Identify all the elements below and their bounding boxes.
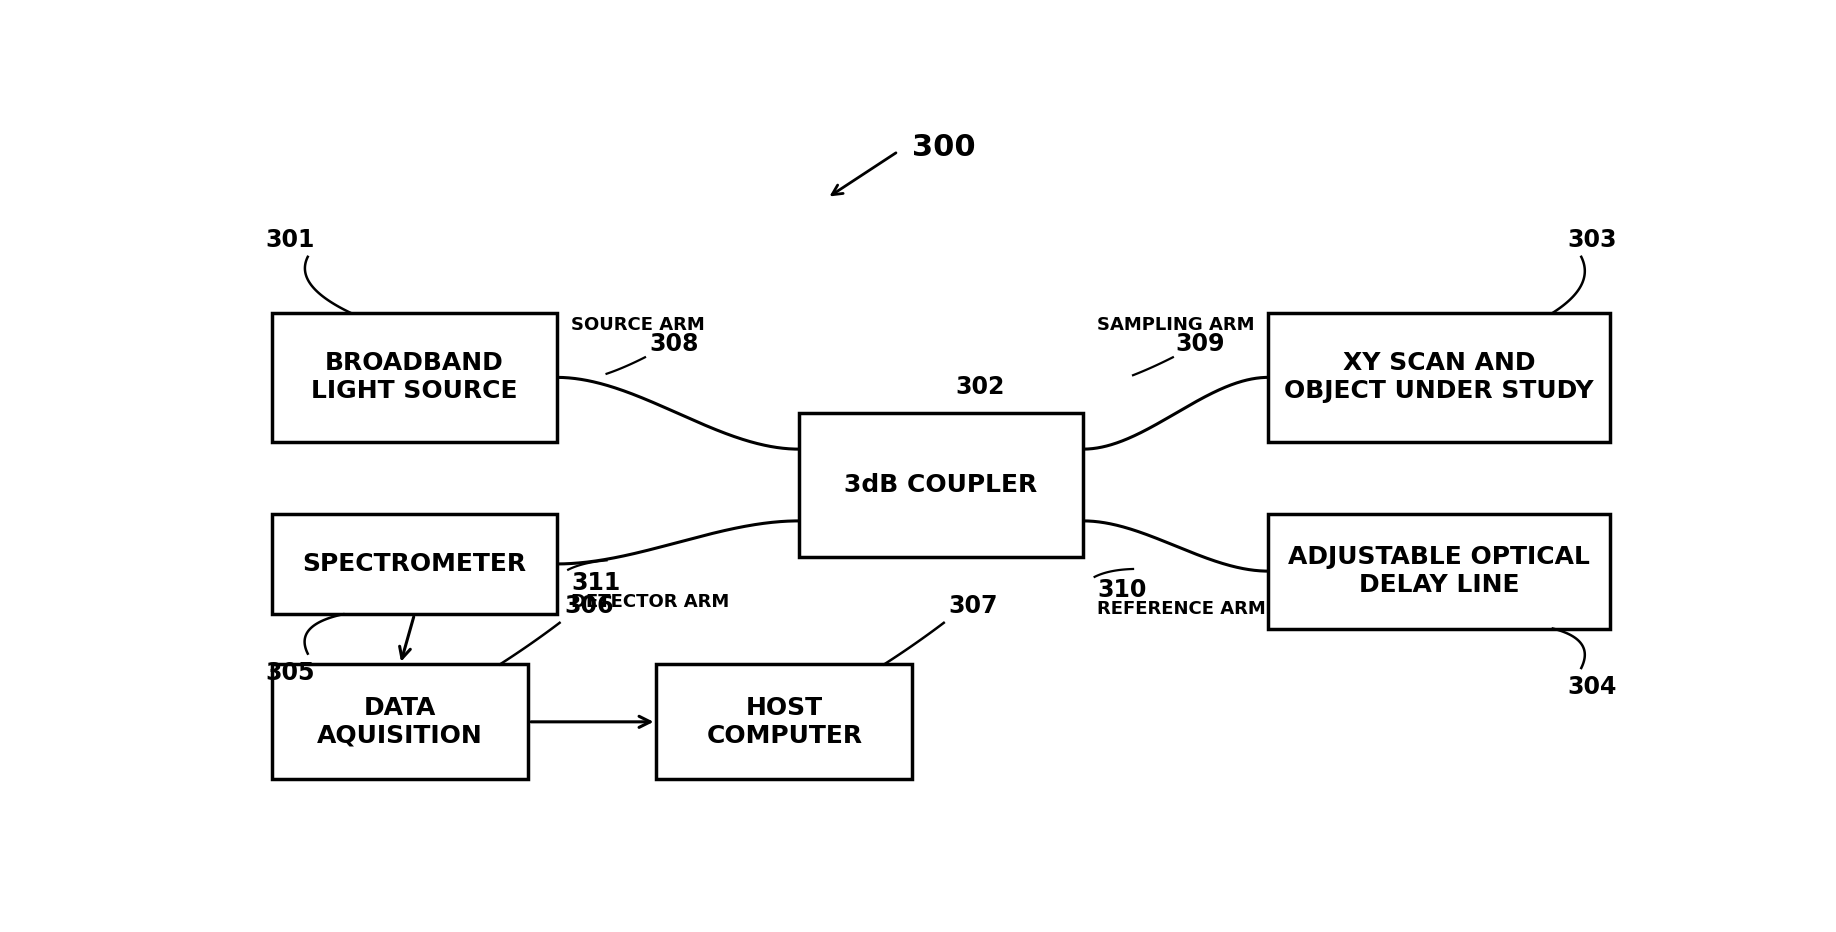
Text: 301: 301: [264, 227, 314, 252]
Text: BROADBAND
LIGHT SOURCE: BROADBAND LIGHT SOURCE: [312, 351, 518, 404]
Text: 3dB COUPLER: 3dB COUPLER: [845, 473, 1037, 497]
Text: 308: 308: [650, 332, 700, 356]
Text: DATA
AQUISITION: DATA AQUISITION: [318, 696, 483, 747]
Text: XY SCAN AND
OBJECT UNDER STUDY: XY SCAN AND OBJECT UNDER STUDY: [1283, 351, 1594, 404]
Text: 300: 300: [912, 133, 977, 162]
FancyBboxPatch shape: [272, 514, 556, 614]
Text: 309: 309: [1175, 332, 1225, 356]
Text: SOURCE ARM: SOURCE ARM: [571, 316, 705, 335]
FancyBboxPatch shape: [799, 413, 1083, 556]
Text: 302: 302: [955, 375, 1004, 399]
Text: 311: 311: [571, 571, 621, 596]
FancyBboxPatch shape: [272, 313, 556, 442]
Text: 307: 307: [947, 594, 997, 618]
FancyBboxPatch shape: [657, 665, 912, 779]
Text: 303: 303: [1568, 227, 1618, 252]
FancyBboxPatch shape: [1269, 313, 1610, 442]
FancyBboxPatch shape: [1269, 514, 1610, 628]
Text: HOST
COMPUTER: HOST COMPUTER: [707, 696, 863, 747]
FancyBboxPatch shape: [272, 665, 529, 779]
Text: SPECTROMETER: SPECTROMETER: [303, 552, 527, 576]
Text: 304: 304: [1568, 675, 1618, 699]
Text: 306: 306: [564, 594, 613, 618]
Text: REFERENCE ARM: REFERENCE ARM: [1098, 600, 1267, 618]
Text: SAMPLING ARM: SAMPLING ARM: [1098, 316, 1256, 335]
Text: 310: 310: [1098, 578, 1148, 602]
Text: DETECTOR ARM: DETECTOR ARM: [571, 593, 729, 610]
Text: 305: 305: [264, 661, 314, 685]
Text: ADJUSTABLE OPTICAL
DELAY LINE: ADJUSTABLE OPTICAL DELAY LINE: [1289, 545, 1590, 597]
